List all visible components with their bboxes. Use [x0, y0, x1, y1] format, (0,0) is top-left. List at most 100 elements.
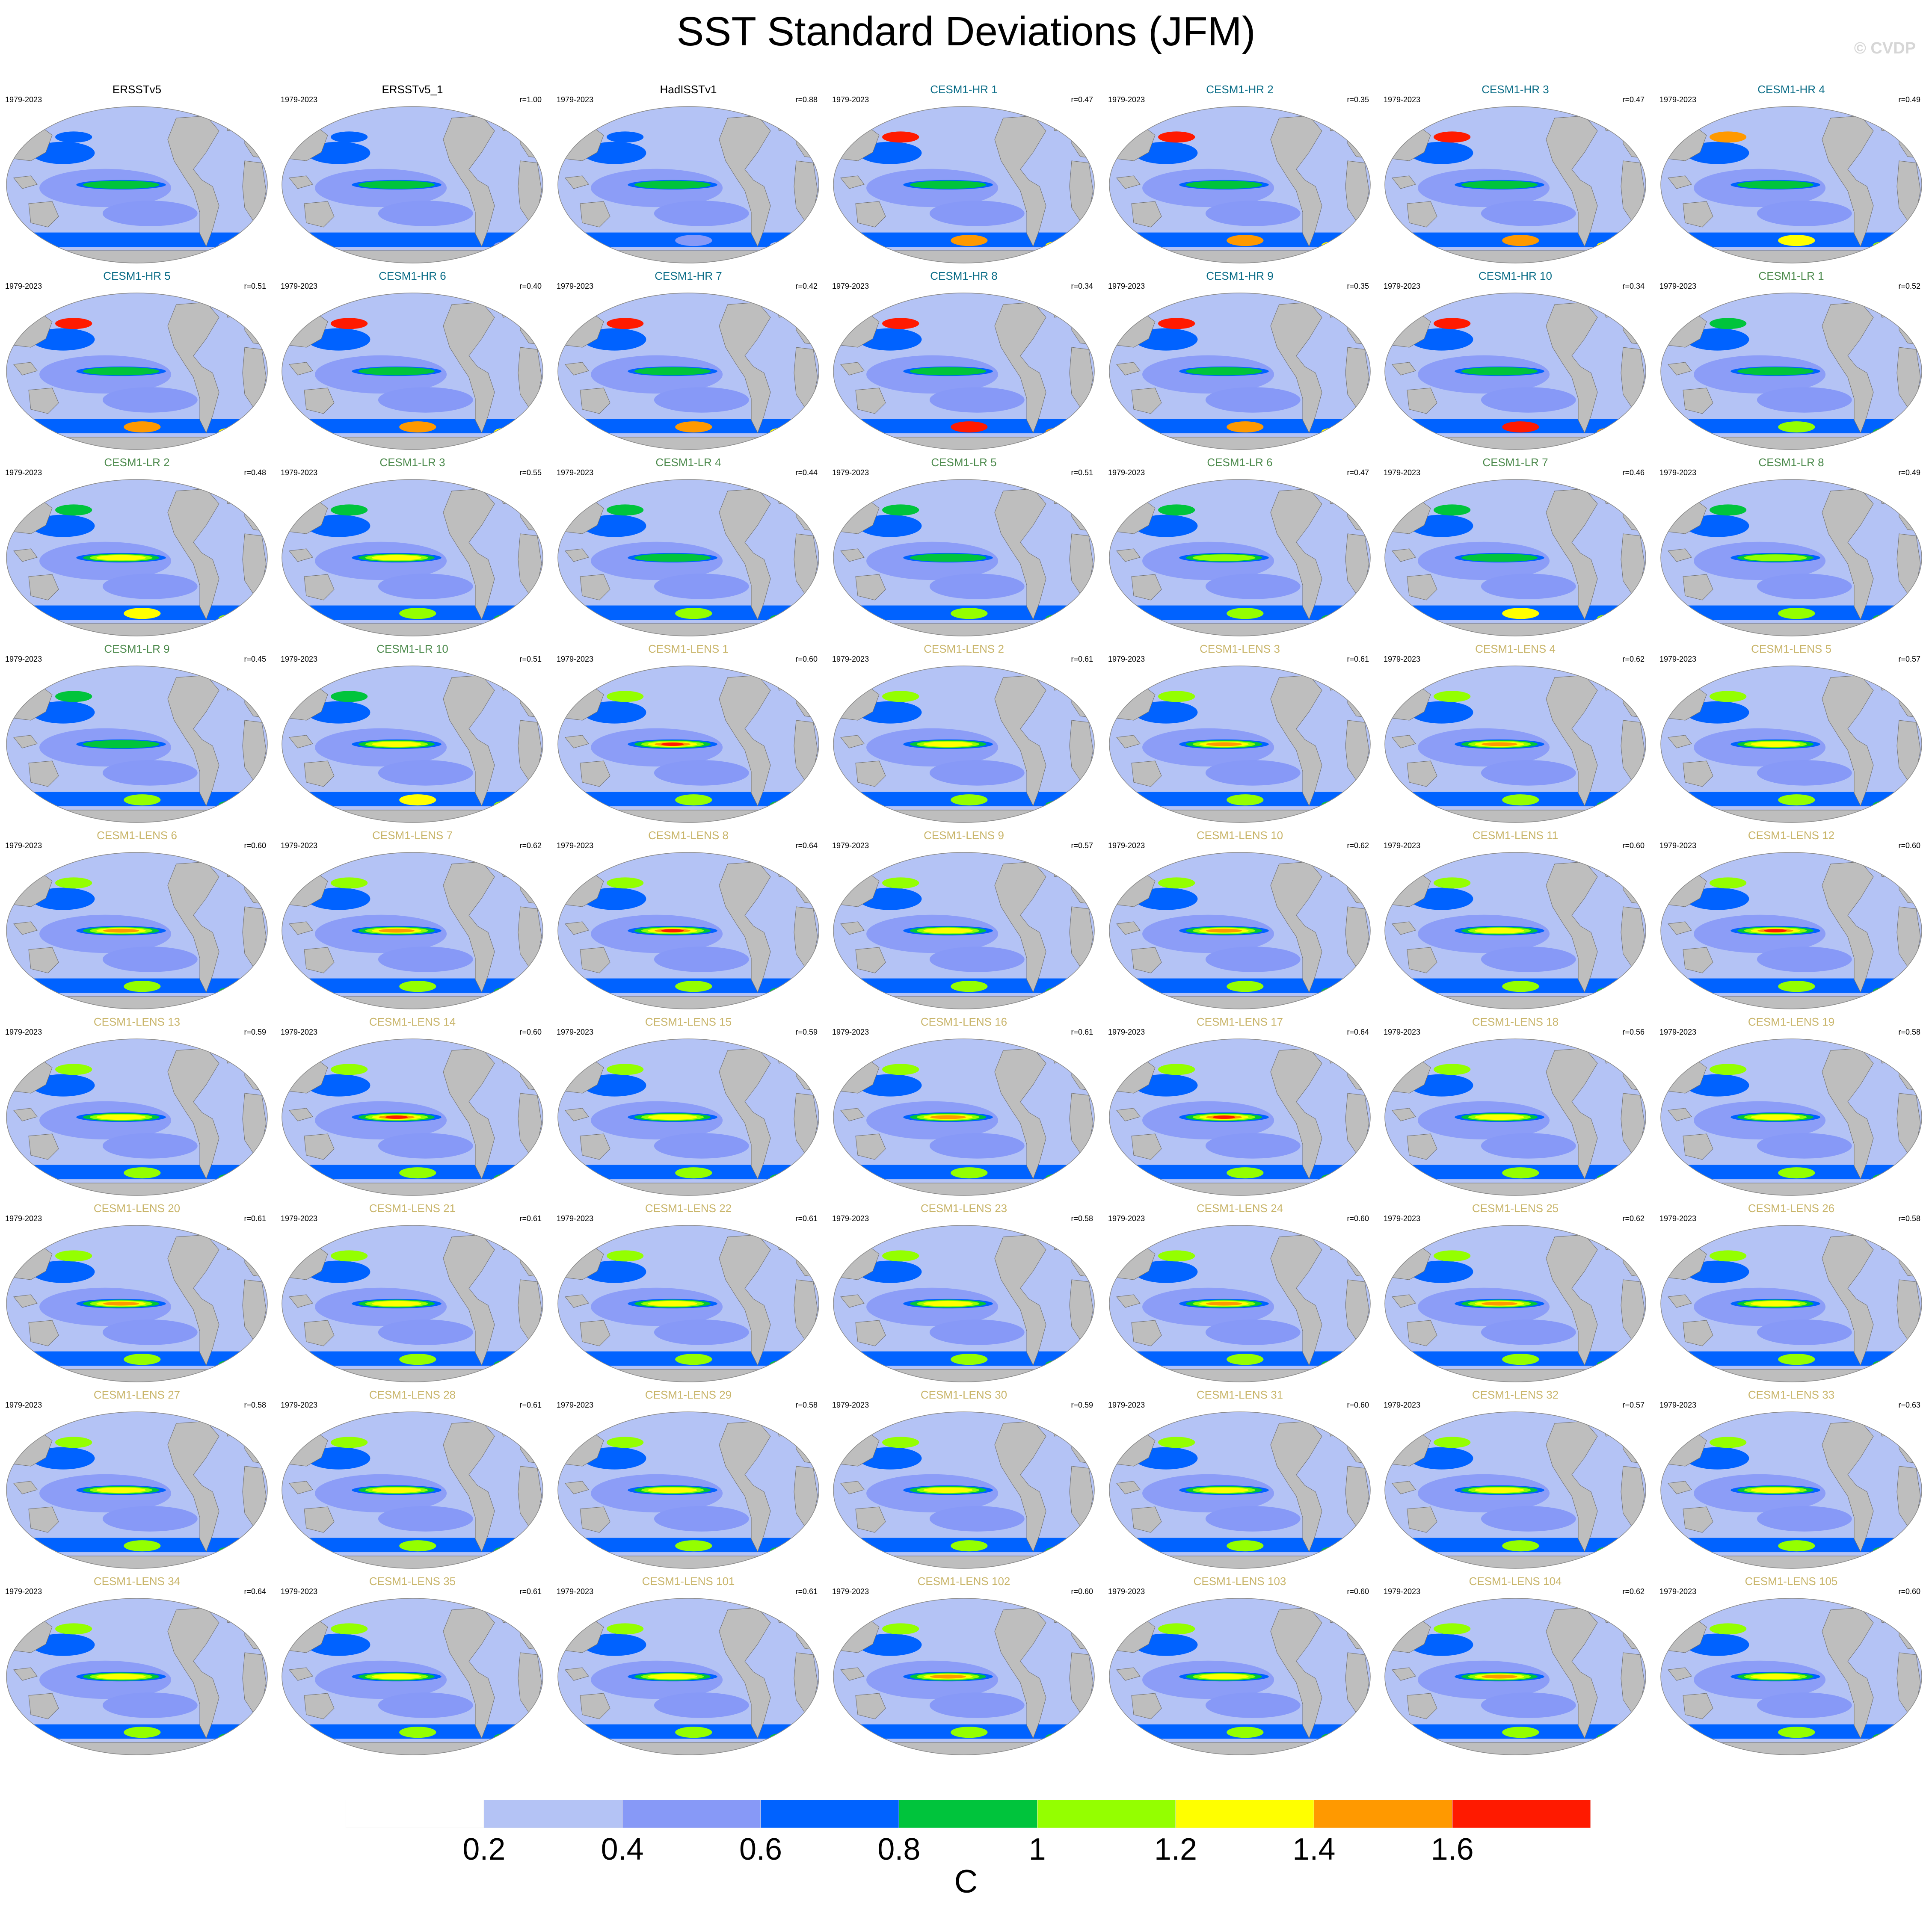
panel-pattern-correlation: r=0.49 — [1898, 468, 1920, 477]
panel-title: CESM1-LENS 20 — [93, 1202, 181, 1215]
panel-period: 1979-2023 — [281, 1587, 318, 1596]
sst-stddev-map — [557, 1225, 819, 1382]
panel-pattern-correlation: r=0.42 — [795, 282, 818, 290]
panel-title: CESM1-LENS 31 — [1196, 1388, 1283, 1401]
sst-stddev-map — [1109, 1598, 1371, 1755]
panel-title: CESM1-LENS 3 — [1200, 642, 1280, 655]
map-panel: CESM1-LENS 103 1979-2023 r=0.60 — [1103, 1573, 1377, 1759]
panel-period: 1979-2023 — [832, 95, 869, 104]
panel-period: 1979-2023 — [1659, 95, 1697, 104]
panel-pattern-correlation: r=0.49 — [1898, 95, 1920, 104]
panel-period: 1979-2023 — [557, 1214, 594, 1223]
panel-title: CESM1-HR 6 — [379, 269, 446, 282]
panel-pattern-correlation: r=0.61 — [1071, 655, 1093, 663]
panel-period: 1979-2023 — [5, 282, 42, 290]
panel-pattern-correlation: r=0.34 — [1622, 282, 1645, 290]
map-panel: CESM1-LR 3 1979-2023 r=0.55 — [276, 454, 549, 640]
panel-period: 1979-2023 — [281, 282, 318, 290]
panel-period: 1979-2023 — [1108, 95, 1145, 104]
sst-stddev-map — [1384, 666, 1646, 823]
sst-stddev-map — [6, 1598, 268, 1755]
map-panel: CESM1-LR 5 1979-2023 r=0.51 — [827, 454, 1101, 640]
panel-title: ERSSTv5_1 — [382, 83, 443, 96]
panel-title: CESM1-LENS 5 — [1751, 642, 1831, 655]
panel-pattern-correlation: r=0.58 — [1898, 1028, 1920, 1036]
sst-stddev-map — [1384, 1598, 1646, 1755]
panel-period: 1979-2023 — [281, 841, 318, 850]
panel-title: CESM1-LENS 28 — [369, 1388, 456, 1401]
colorbar-tick-label: 0.6 — [739, 1832, 782, 1867]
panel-period: 1979-2023 — [557, 95, 594, 104]
panel-period: 1979-2023 — [281, 468, 318, 477]
sst-stddev-map — [833, 1411, 1095, 1569]
panel-pattern-correlation: r=0.60 — [1347, 1401, 1369, 1409]
panel-pattern-correlation: r=0.34 — [1071, 282, 1093, 290]
panel-period: 1979-2023 — [1108, 468, 1145, 477]
panel-title: CESM1-LENS 104 — [1469, 1575, 1562, 1588]
panel-title: CESM1-HR 7 — [655, 269, 722, 282]
panel-title: CESM1-LENS 16 — [920, 1015, 1007, 1028]
map-panel: CESM1-LENS 35 1979-2023 r=0.61 — [276, 1573, 549, 1759]
map-panel: CESM1-LENS 9 1979-2023 r=0.57 — [827, 827, 1101, 1013]
panel-pattern-correlation: r=0.64 — [795, 841, 818, 850]
panel-title: CESM1-LENS 18 — [1472, 1015, 1559, 1028]
panel-period: 1979-2023 — [1108, 1028, 1145, 1036]
panel-title: ERSSTv5 — [112, 83, 162, 96]
panel-title: CESM1-LENS 22 — [645, 1202, 732, 1215]
panel-title: CESM1-HR 3 — [1482, 83, 1549, 96]
map-panel: CESM1-LENS 32 1979-2023 r=0.57 — [1378, 1387, 1652, 1572]
colorbar-swatch — [898, 1800, 1038, 1828]
panel-title: CESM1-LENS 25 — [1472, 1202, 1559, 1215]
map-panel: CESM1-LENS 25 1979-2023 r=0.62 — [1378, 1200, 1652, 1386]
map-panel: CESM1-LR 7 1979-2023 r=0.46 — [1378, 454, 1652, 640]
panel-period: 1979-2023 — [281, 95, 318, 104]
panel-title: CESM1-LENS 103 — [1193, 1575, 1286, 1588]
panel-period: 1979-2023 — [1384, 1028, 1421, 1036]
panel-pattern-correlation: r=0.46 — [1622, 468, 1645, 477]
panel-title: CESM1-LENS 19 — [1748, 1015, 1835, 1028]
map-panel: CESM1-LENS 23 1979-2023 r=0.58 — [827, 1200, 1101, 1386]
panel-title: CESM1-LR 3 — [379, 456, 445, 469]
panel-pattern-correlation: r=0.62 — [1622, 1214, 1645, 1223]
panel-pattern-correlation: r=0.59 — [244, 1028, 266, 1036]
panel-pattern-correlation: r=0.40 — [519, 282, 542, 290]
panel-pattern-correlation: r=0.62 — [1622, 655, 1645, 663]
sst-stddev-map — [833, 293, 1095, 450]
panel-period: 1979-2023 — [1659, 282, 1697, 290]
map-panel: CESM1-HR 2 1979-2023 r=0.35 — [1103, 81, 1377, 267]
sst-stddev-map — [557, 1598, 819, 1755]
sst-stddev-map — [6, 479, 268, 636]
panel-title: CESM1-LENS 21 — [369, 1202, 456, 1215]
sst-stddev-map — [282, 852, 543, 1009]
panel-pattern-correlation: r=0.60 — [1347, 1214, 1369, 1223]
panel-grid: ERSSTv5 1979-2023 ERSSTv5_1 1979-2023 r=1.00… — [5, 81, 1928, 1759]
panel-title: CESM1-HR 8 — [930, 269, 998, 282]
colorbar-swatch — [1037, 1800, 1176, 1828]
map-panel: CESM1-LR 8 1979-2023 r=0.49 — [1654, 454, 1928, 640]
sst-stddev-map — [1384, 1411, 1646, 1569]
panel-pattern-correlation: r=0.60 — [1347, 1587, 1369, 1596]
panel-title: CESM1-LENS 27 — [93, 1388, 181, 1401]
panel-period: 1979-2023 — [832, 468, 869, 477]
sst-stddev-map — [282, 106, 543, 263]
map-panel: CESM1-LENS 2 1979-2023 r=0.61 — [827, 641, 1101, 826]
map-panel: CESM1-LENS 10 1979-2023 r=0.62 — [1103, 827, 1377, 1013]
sst-stddev-map — [1109, 106, 1371, 263]
panel-title: CESM1-LENS 10 — [1196, 829, 1283, 842]
panel-title: CESM1-LR 5 — [931, 456, 997, 469]
sst-stddev-map — [1109, 852, 1371, 1009]
panel-pattern-correlation: r=0.44 — [795, 468, 818, 477]
panel-period: 1979-2023 — [1108, 1214, 1145, 1223]
panel-pattern-correlation: r=0.45 — [244, 655, 266, 663]
sst-stddev-map — [282, 293, 543, 450]
panel-period: 1979-2023 — [1108, 1401, 1145, 1409]
panel-period: 1979-2023 — [832, 282, 869, 290]
panel-pattern-correlation: r=0.57 — [1622, 1401, 1645, 1409]
map-panel: CESM1-HR 3 1979-2023 r=0.47 — [1378, 81, 1652, 267]
panel-period: 1979-2023 — [1384, 1214, 1421, 1223]
panel-pattern-correlation: r=0.60 — [244, 841, 266, 850]
sst-stddev-map — [1109, 293, 1371, 450]
panel-pattern-correlation: r=0.61 — [519, 1401, 542, 1409]
colorbar-swatch — [1452, 1800, 1591, 1828]
panel-period: 1979-2023 — [281, 1028, 318, 1036]
